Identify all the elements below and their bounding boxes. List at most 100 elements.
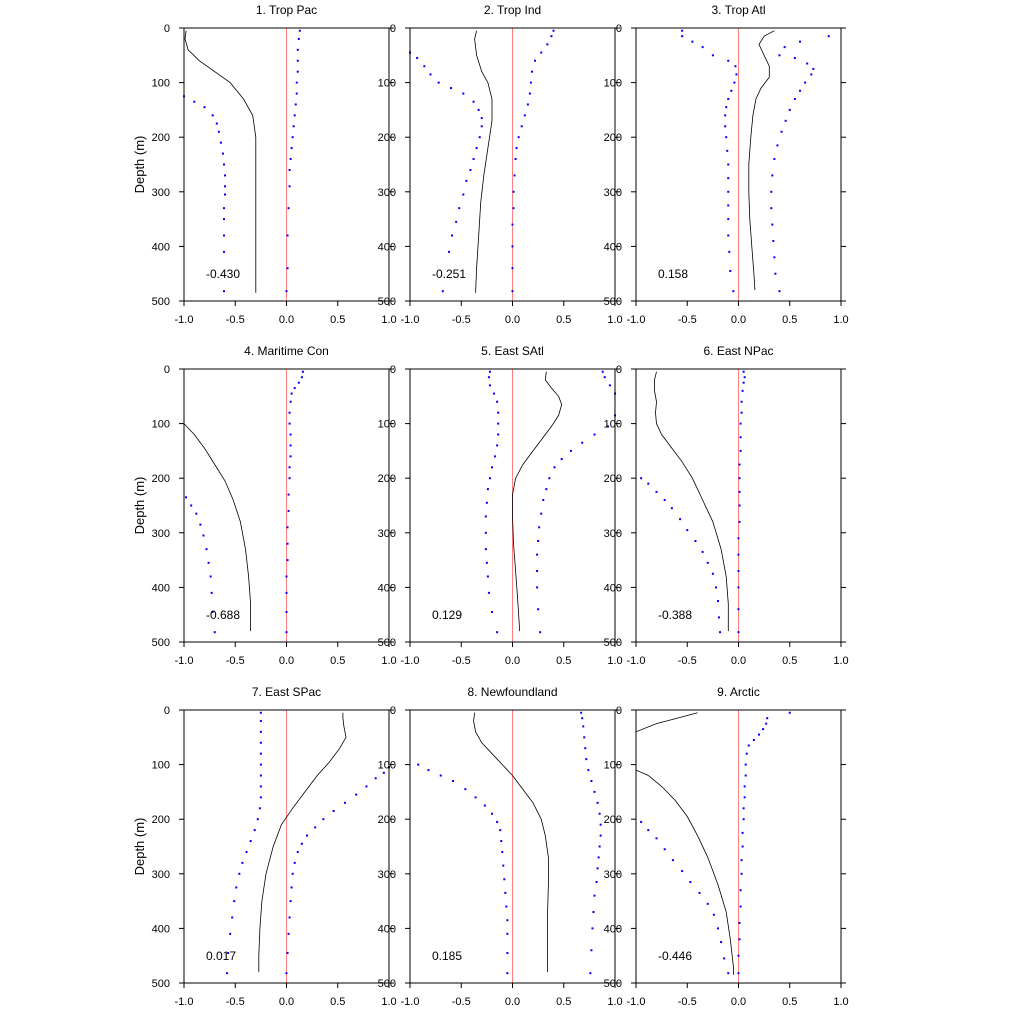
lower-bound-point	[217, 130, 220, 133]
correlation-profile-line	[748, 30, 775, 291]
y-tick-label: 200	[604, 132, 622, 144]
correlation-value-label: -0.430	[206, 267, 240, 281]
lower-bound-point	[258, 807, 261, 810]
upper-bound-point	[737, 954, 740, 957]
upper-bound-point	[738, 490, 741, 493]
lower-bound-point	[259, 719, 262, 722]
upper-bound-point	[515, 147, 518, 150]
lower-bound-point	[496, 631, 499, 634]
upper-bound-point	[286, 559, 289, 562]
upper-bound-point	[546, 43, 549, 46]
y-tick-label: 500	[378, 296, 396, 308]
lower-bound-point	[730, 89, 733, 92]
upper-bound-point	[289, 433, 292, 436]
lower-bound-point	[691, 40, 694, 43]
y-tick-label: 400	[378, 241, 396, 253]
panel-title: 5. East SAtl	[481, 344, 544, 358]
upper-bound-point	[300, 376, 303, 379]
upper-bound-point	[784, 119, 787, 122]
upper-bound-point	[560, 458, 563, 461]
upper-bound-point	[771, 174, 774, 177]
upper-bound-point	[290, 392, 293, 395]
upper-bound-point	[770, 190, 773, 193]
x-tick-label: 0.5	[330, 655, 345, 667]
panel-title: 9. Arctic	[717, 685, 760, 699]
lower-bound-point	[213, 631, 216, 634]
lower-bound-point	[235, 886, 238, 889]
upper-bound-point	[770, 207, 773, 210]
lower-bound-point	[717, 600, 719, 603]
upper-bound-point	[739, 422, 742, 425]
lower-bound-point	[205, 548, 208, 551]
upper-bound-point	[740, 872, 743, 875]
lower-bound-point	[727, 97, 730, 100]
lower-bound-point	[249, 840, 252, 843]
x-tick-label: 1.0	[607, 996, 622, 1008]
upper-bound-point	[744, 774, 747, 777]
lower-bound-point	[728, 250, 731, 253]
x-tick-label: -0.5	[678, 996, 697, 1008]
lower-bound-point	[231, 916, 234, 919]
upper-bound-point	[285, 972, 288, 975]
y-tick-label: 0	[390, 364, 396, 376]
correlation-value-label: 0.185	[432, 949, 462, 963]
x-tick-label: 0.5	[782, 996, 797, 1008]
lower-bound-point	[686, 529, 689, 532]
upper-bound-point	[295, 81, 298, 84]
lower-bound-point	[487, 591, 490, 594]
lower-bound-point	[506, 932, 509, 935]
upper-bound-point	[587, 769, 590, 772]
panel-title: 8. Newfoundland	[467, 685, 557, 699]
lower-bound-point	[671, 859, 674, 862]
lower-bound-point	[450, 87, 452, 90]
lower-bound-point	[491, 466, 493, 469]
lower-bound-point	[238, 872, 241, 875]
x-tick-label: -1.0	[401, 314, 420, 326]
panel-9: 9. Arctic 0 100 200 300 400 500 -1.0 -0.5 0.0 0.5 1…	[604, 685, 849, 1008]
lower-bound-point	[504, 891, 507, 894]
upper-bound-point	[741, 845, 744, 848]
y-tick-label: 200	[152, 473, 170, 485]
upper-bound-point	[289, 900, 292, 903]
lower-bound-point	[711, 54, 714, 57]
x-tick-label: 0.0	[505, 314, 520, 326]
lower-bound-point	[465, 179, 468, 182]
y-tick-label: 200	[378, 814, 396, 826]
upper-bound-point	[742, 818, 745, 821]
y-tick-label: 100	[152, 419, 170, 431]
lower-bound-point	[259, 711, 262, 714]
panel-2: 2. Trop Ind 0 100 200 300 400 500 -1.0 -0.5 0.0 0.…	[378, 3, 623, 326]
upper-bound-point	[291, 136, 294, 139]
lower-bound-point	[663, 499, 666, 502]
x-tick-label: 0.0	[279, 996, 294, 1008]
upper-bound-point	[793, 97, 796, 100]
lower-bound-point	[256, 818, 259, 821]
upper-bound-point	[737, 553, 740, 556]
upper-bound-point	[581, 717, 584, 720]
lower-bound-point	[209, 575, 212, 578]
panel-title: 7. East SPac	[252, 685, 321, 699]
lower-bound-point	[497, 411, 500, 414]
lower-bound-point	[222, 218, 225, 221]
upper-bound-point	[810, 73, 813, 76]
upper-bound-point	[536, 570, 539, 573]
correlation-value-label: 0.017	[206, 949, 236, 963]
x-tick-label: 0.0	[731, 996, 746, 1008]
y-tick-label: 100	[152, 760, 170, 772]
upper-bound-point	[742, 381, 745, 384]
y-tick-label: 500	[604, 296, 622, 308]
upper-bound-point	[774, 272, 777, 275]
y-axis-label: Depth (m)	[132, 477, 147, 535]
lower-bound-point	[253, 829, 256, 832]
x-tick-label: -1.0	[175, 655, 194, 667]
upper-bound-point	[601, 370, 604, 373]
lower-bound-point	[455, 220, 458, 223]
upper-bound-point	[762, 728, 765, 731]
y-tick-label: 0	[616, 364, 622, 376]
lower-bound-point	[452, 779, 455, 782]
x-tick-label: 1.0	[833, 996, 848, 1008]
upper-bound-point	[799, 89, 801, 92]
lower-bound-point	[727, 59, 730, 62]
lower-bound-point	[199, 523, 202, 526]
lower-bound-point	[437, 81, 440, 84]
